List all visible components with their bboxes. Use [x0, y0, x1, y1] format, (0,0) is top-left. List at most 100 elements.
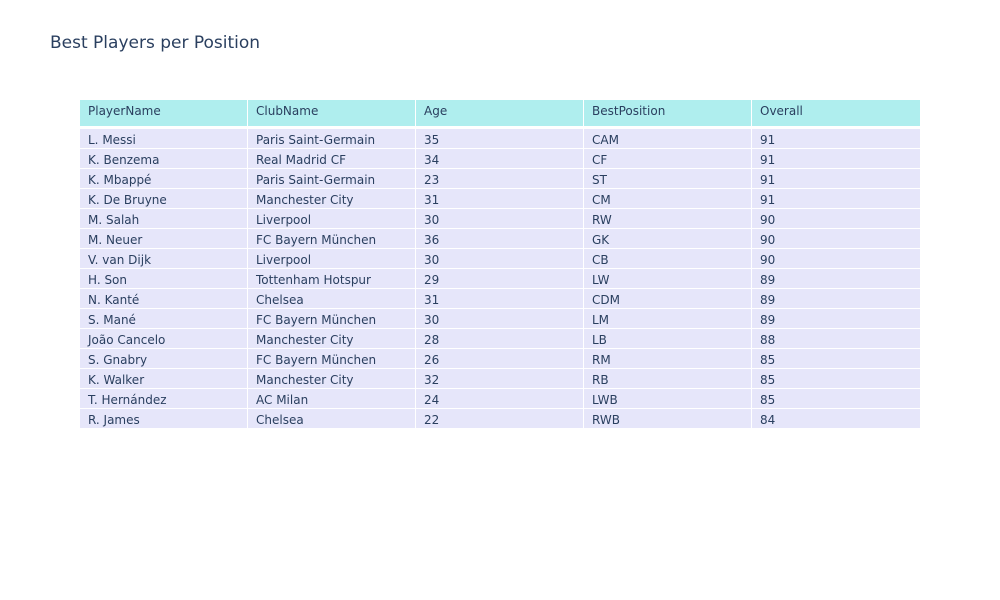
- table-row: K. Walker Manchester City 32 RB 85: [80, 369, 920, 389]
- table-cell: 91: [752, 169, 920, 189]
- table-cell: 88: [752, 329, 920, 349]
- table-row: M. Neuer FC Bayern München 36 GK 90: [80, 229, 920, 249]
- table-cell: Chelsea: [248, 289, 416, 309]
- table-cell: 85: [752, 349, 920, 369]
- table-cell: 34: [416, 149, 584, 169]
- table-cell: Manchester City: [248, 369, 416, 389]
- table-cell: AC Milan: [248, 389, 416, 409]
- table-cell: 84: [752, 409, 920, 429]
- table-cell: LB: [584, 329, 752, 349]
- table-cell: LW: [584, 269, 752, 289]
- table-row: S. Gnabry FC Bayern München 26 RM 85: [80, 349, 920, 369]
- table-cell: 91: [752, 129, 920, 149]
- table-row: H. Son Tottenham Hotspur 29 LW 89: [80, 269, 920, 289]
- table-cell: M. Neuer: [80, 229, 248, 249]
- table-body: L. Messi Paris Saint-Germain 35 CAM 91 K. Ben…: [80, 129, 920, 429]
- table-cell: 32: [416, 369, 584, 389]
- table-cell: 90: [752, 229, 920, 249]
- table-row: K. Mbappé Paris Saint-Germain 23 ST 91: [80, 169, 920, 189]
- table-cell: 90: [752, 249, 920, 269]
- table-cell: CB: [584, 249, 752, 269]
- table-cell: T. Hernández: [80, 389, 248, 409]
- table-row: K. Benzema Real Madrid CF 34 CF 91: [80, 149, 920, 169]
- table-cell: 30: [416, 249, 584, 269]
- chart-title: Best Players per Position: [50, 33, 261, 53]
- table-cell: Real Madrid CF: [248, 149, 416, 169]
- table-cell: FC Bayern München: [248, 349, 416, 369]
- table-cell: 28: [416, 329, 584, 349]
- table-cell: ST: [584, 169, 752, 189]
- table-cell: 22: [416, 409, 584, 429]
- table-cell: CAM: [584, 129, 752, 149]
- table-cell: 91: [752, 149, 920, 169]
- table-cell: Tottenham Hotspur: [248, 269, 416, 289]
- table-cell: K. Benzema: [80, 149, 248, 169]
- table-cell: 91: [752, 189, 920, 209]
- table-cell: S. Mané: [80, 309, 248, 329]
- table-row: R. James Chelsea 22 RWB 84: [80, 409, 920, 429]
- table-row: M. Salah Liverpool 30 RW 90: [80, 209, 920, 229]
- table-cell: Paris Saint-Germain: [248, 169, 416, 189]
- table-cell: 29: [416, 269, 584, 289]
- table-cell: FC Bayern München: [248, 309, 416, 329]
- table-cell: 23: [416, 169, 584, 189]
- table-row: João Cancelo Manchester City 28 LB 88: [80, 329, 920, 349]
- table-cell: RB: [584, 369, 752, 389]
- table-cell: GK: [584, 229, 752, 249]
- table-cell: LM: [584, 309, 752, 329]
- table-cell: 31: [416, 289, 584, 309]
- table-cell: K. De Bruyne: [80, 189, 248, 209]
- table-cell: João Cancelo: [80, 329, 248, 349]
- table-cell: FC Bayern München: [248, 229, 416, 249]
- table-cell: R. James: [80, 409, 248, 429]
- table-cell: RW: [584, 209, 752, 229]
- table-cell: 89: [752, 269, 920, 289]
- table-cell: Manchester City: [248, 329, 416, 349]
- table-cell: Paris Saint-Germain: [248, 129, 416, 149]
- table-cell: Liverpool: [248, 209, 416, 229]
- table-row: S. Mané FC Bayern München 30 LM 89: [80, 309, 920, 329]
- header-cell: Age: [416, 100, 584, 127]
- table-cell: 89: [752, 309, 920, 329]
- table-cell: M. Salah: [80, 209, 248, 229]
- header-cell: BestPosition: [584, 100, 752, 127]
- players-table: PlayerName ClubName Age BestPosition Overall…: [80, 100, 920, 429]
- table-cell: V. van Dijk: [80, 249, 248, 269]
- table-header-row: PlayerName ClubName Age BestPosition Overall: [80, 100, 920, 127]
- table-cell: Chelsea: [248, 409, 416, 429]
- table-cell: Liverpool: [248, 249, 416, 269]
- table-cell: K. Mbappé: [80, 169, 248, 189]
- table-cell: 30: [416, 209, 584, 229]
- table-cell: LWB: [584, 389, 752, 409]
- table-cell: 35: [416, 129, 584, 149]
- table-cell: L. Messi: [80, 129, 248, 149]
- table-cell: 89: [752, 289, 920, 309]
- table-cell: S. Gnabry: [80, 349, 248, 369]
- table-cell: CM: [584, 189, 752, 209]
- table-cell: 85: [752, 369, 920, 389]
- header-cell: ClubName: [248, 100, 416, 127]
- table-cell: K. Walker: [80, 369, 248, 389]
- table-cell: RWB: [584, 409, 752, 429]
- table-cell: N. Kanté: [80, 289, 248, 309]
- table-row: V. van Dijk Liverpool 30 CB 90: [80, 249, 920, 269]
- header-cell: PlayerName: [80, 100, 248, 127]
- table-cell: 24: [416, 389, 584, 409]
- table-cell: 31: [416, 189, 584, 209]
- table-cell: CF: [584, 149, 752, 169]
- table-row: T. Hernández AC Milan 24 LWB 85: [80, 389, 920, 409]
- table-cell: 36: [416, 229, 584, 249]
- table-cell: 90: [752, 209, 920, 229]
- table-cell: CDM: [584, 289, 752, 309]
- header-cell: Overall: [752, 100, 920, 127]
- table-cell: 26: [416, 349, 584, 369]
- table-cell: RM: [584, 349, 752, 369]
- table-cell: 85: [752, 389, 920, 409]
- table-cell: Manchester City: [248, 189, 416, 209]
- table-cell: H. Son: [80, 269, 248, 289]
- table-cell: 30: [416, 309, 584, 329]
- table-row: K. De Bruyne Manchester City 31 CM 91: [80, 189, 920, 209]
- table-row: N. Kanté Chelsea 31 CDM 89: [80, 289, 920, 309]
- table-row: L. Messi Paris Saint-Germain 35 CAM 91: [80, 129, 920, 149]
